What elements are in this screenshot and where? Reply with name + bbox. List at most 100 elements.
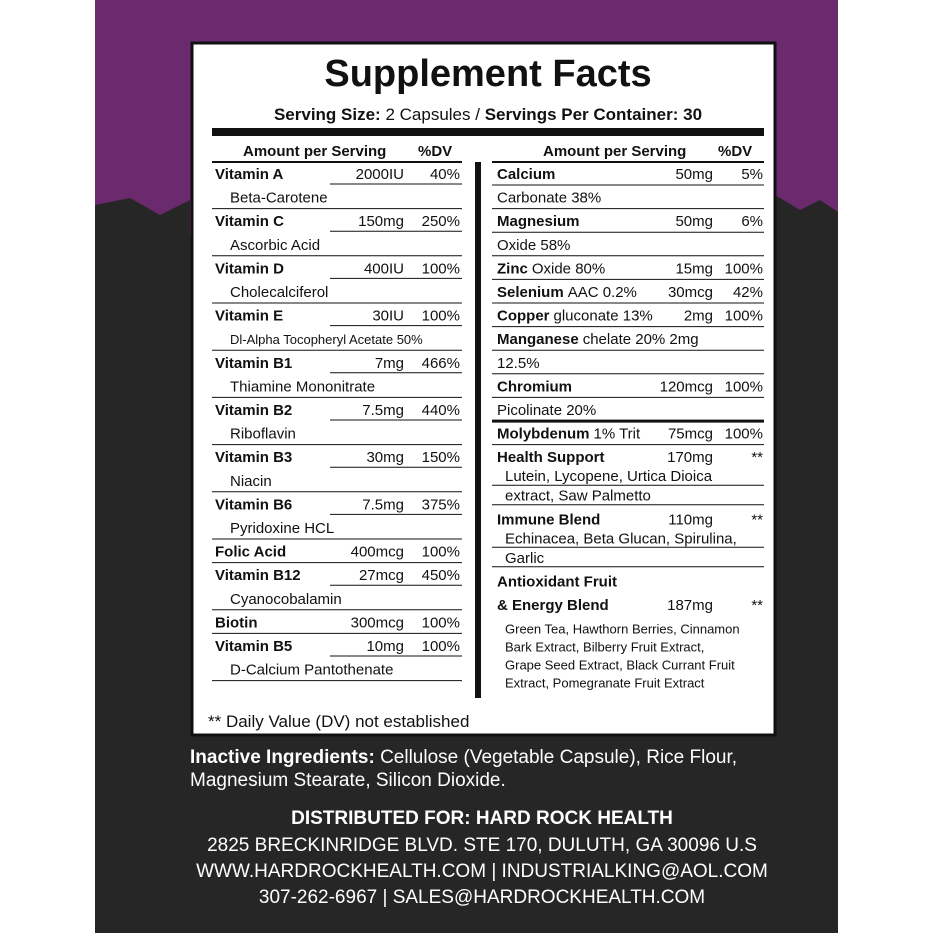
amount: 30IU (372, 308, 404, 325)
nutrient-line: Molybdenum 1% Trit (497, 426, 641, 443)
amount: 150mg (358, 213, 404, 230)
dv: 150% (422, 449, 460, 466)
amount: 2mg (684, 308, 713, 325)
nutrient-name: Chromium (497, 378, 572, 395)
ingredients: Garlic (505, 550, 545, 567)
amount: 120mcg (660, 378, 713, 395)
dv: 100% (422, 638, 460, 655)
source: Riboflavin (230, 426, 296, 443)
dv: 100% (422, 544, 460, 561)
nutrient-name: Vitamin B6 (215, 496, 292, 513)
nutrient-name: Vitamin E (215, 308, 283, 325)
nutrient-line: Magnesium (497, 213, 580, 230)
ingredients: Picolinate 20% (497, 402, 596, 419)
dv: 375% (422, 496, 460, 513)
amount: 110mg (668, 511, 713, 528)
dv: 440% (422, 402, 460, 419)
nutrient-note: AAC 0.2% (568, 284, 637, 301)
dv: 450% (422, 567, 460, 584)
nutrient-note: 1% Trit (594, 426, 642, 443)
nutrient-name: Biotin (215, 614, 258, 631)
nutrient-name: Selenium (497, 284, 564, 301)
source: Ascorbic Acid (230, 237, 320, 254)
amount: 75mcg (668, 426, 713, 443)
ingredients: 12.5% (497, 355, 540, 372)
ingredients: Echinacea, Beta Glucan, Spirulina, (505, 530, 737, 547)
nutrient-name: Vitamin B5 (215, 638, 292, 655)
inactive-text: Magnesium Stearate, Silicon Dioxide. (190, 770, 506, 791)
dv: 100% (422, 308, 460, 325)
column-divider (475, 162, 481, 698)
thick-rule (212, 128, 764, 136)
amount: 2000IU (356, 166, 404, 183)
nutrient-line: Calcium (497, 166, 555, 183)
amount: 30mg (366, 449, 404, 466)
nutrient-name: Molybdenum (497, 426, 590, 443)
nutrient-name: Vitamin B1 (215, 355, 292, 372)
nutrient-name: Vitamin B12 (215, 567, 301, 584)
nutrient-name: Vitamin B3 (215, 449, 292, 466)
inactive-label: Inactive Ingredients: (190, 747, 375, 768)
amount: 7.5mg (362, 496, 404, 513)
ingredients: Extract, Pomegranate Fruit Extract (505, 676, 705, 691)
nutrient-note: Oxide 80% (532, 260, 605, 277)
amount: 15mg (675, 260, 713, 277)
dv: 5% (741, 166, 763, 183)
ingredients: Oxide 58% (497, 237, 570, 254)
ingredients: Lutein, Lycopene, Urtica Dioica (505, 468, 713, 485)
amount: 400mcg (351, 544, 404, 561)
ingredients: extract, Saw Palmetto (505, 488, 651, 505)
inactive-line: Inactive Ingredients: Cellulose (Vegetab… (190, 747, 737, 768)
amount: 187mg (667, 597, 713, 614)
dv: ** (751, 597, 763, 614)
web: WWW.HARDROCKHEALTH.COM | INDUSTRIALKING@… (196, 861, 768, 882)
ingredients: Grape Seed Extract, Black Currant Fruit (505, 658, 735, 673)
dv-header: %DV (718, 143, 752, 160)
source: D-Calcium Pantothenate (230, 662, 393, 679)
nutrient-line: & Energy Blend (497, 597, 609, 614)
nutrient-name: Manganese (497, 331, 579, 348)
nutrient-note: chelate 20% 2mg (583, 331, 699, 348)
nutrient-line: Zinc Oxide 80% (497, 260, 605, 277)
nutrient-name: Magnesium (497, 213, 580, 230)
serving-size-label: Serving Size: (274, 105, 381, 124)
separator: / (475, 105, 480, 124)
nutrient-name: Zinc (497, 260, 528, 277)
facts-panel (190, 41, 777, 737)
serving-line: Serving Size: 2 Capsules / Servings Per … (274, 105, 702, 124)
ingredients: Green Tea, Hawthorn Berries, Cinnamon (505, 622, 740, 637)
dv: ** (751, 511, 763, 528)
dv: 100% (422, 614, 460, 631)
source: Niacin (230, 473, 272, 490)
amount-header: Amount per Serving (543, 143, 686, 160)
amount: 27mcg (359, 567, 404, 584)
nutrient-line: Manganese chelate 20% 2mg (497, 331, 699, 348)
dv: 100% (422, 260, 460, 277)
nutrient-line: Health Support (497, 449, 605, 466)
address: 2825 BRECKINRIDGE BLVD. STE 170, DULUTH,… (207, 835, 757, 856)
source: Cyanocobalamin (230, 591, 342, 608)
amount: 50mg (675, 166, 713, 183)
ingredients: Bark Extract, Bilberry Fruit Extract, (505, 640, 704, 655)
nutrient-name: Folic Acid (215, 544, 286, 561)
serving-size: 2 Capsules (385, 105, 470, 124)
nutrient-note: gluconate 13% (554, 308, 653, 325)
source: Pyridoxine HCL (230, 520, 334, 537)
dv: ** (751, 449, 763, 466)
nutrient-name: Immune Blend (497, 511, 600, 528)
nutrient-name: Health Support (497, 449, 605, 466)
title: Supplement Facts (324, 53, 651, 95)
dv: 100% (725, 260, 763, 277)
source: Dl-Alpha Tocopheryl Acetate 50% (230, 332, 423, 347)
nutrient-line: Immune Blend (497, 511, 600, 528)
nutrient-line: Selenium AAC 0.2% (497, 284, 637, 301)
source: Cholecalciferol (230, 284, 328, 301)
dv: 42% (733, 284, 763, 301)
amount: 7mg (375, 355, 404, 372)
nutrient-name: Vitamin A (215, 166, 284, 183)
phone: 307-262-6967 | SALES@HARDROCKHEALTH.COM (259, 887, 705, 908)
source: Beta-Carotene (230, 190, 328, 207)
dv: 100% (725, 378, 763, 395)
